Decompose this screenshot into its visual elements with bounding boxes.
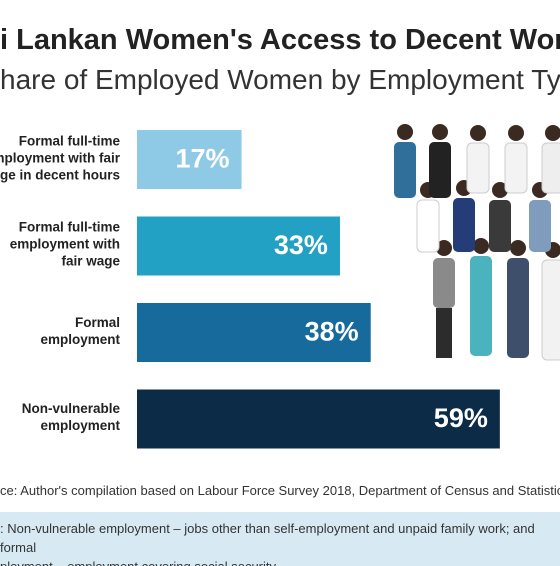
illustration <box>394 124 560 361</box>
value-label: 59% <box>434 403 488 433</box>
category-label: Formal full-time employment with fair wa… <box>9 219 120 269</box>
value-label: 38% <box>305 317 359 347</box>
source: ce: Author's compilation based on Labour… <box>0 483 560 498</box>
chart: 17% 33% 38% 59% <box>137 124 560 449</box>
category-label: Non-vulnerable employment <box>21 401 120 433</box>
chart-title: i Lankan Women's Access to Decent Worl <box>0 24 560 56</box>
bar <box>137 389 500 449</box>
note: : Non-vulnerable employment – jobs other… <box>0 521 535 566</box>
value-label: 33% <box>274 230 328 260</box>
bar <box>137 216 340 276</box>
chart-subtitle: hare of Employed Women by Employment Typ <box>0 64 560 95</box>
category-label: Formal full-time mployment with fair ge … <box>0 133 120 182</box>
value-label: 17% <box>176 144 230 174</box>
category-label: Formal employment <box>40 314 120 347</box>
bar <box>137 303 371 362</box>
bar <box>137 130 242 189</box>
note-box <box>0 512 560 566</box>
